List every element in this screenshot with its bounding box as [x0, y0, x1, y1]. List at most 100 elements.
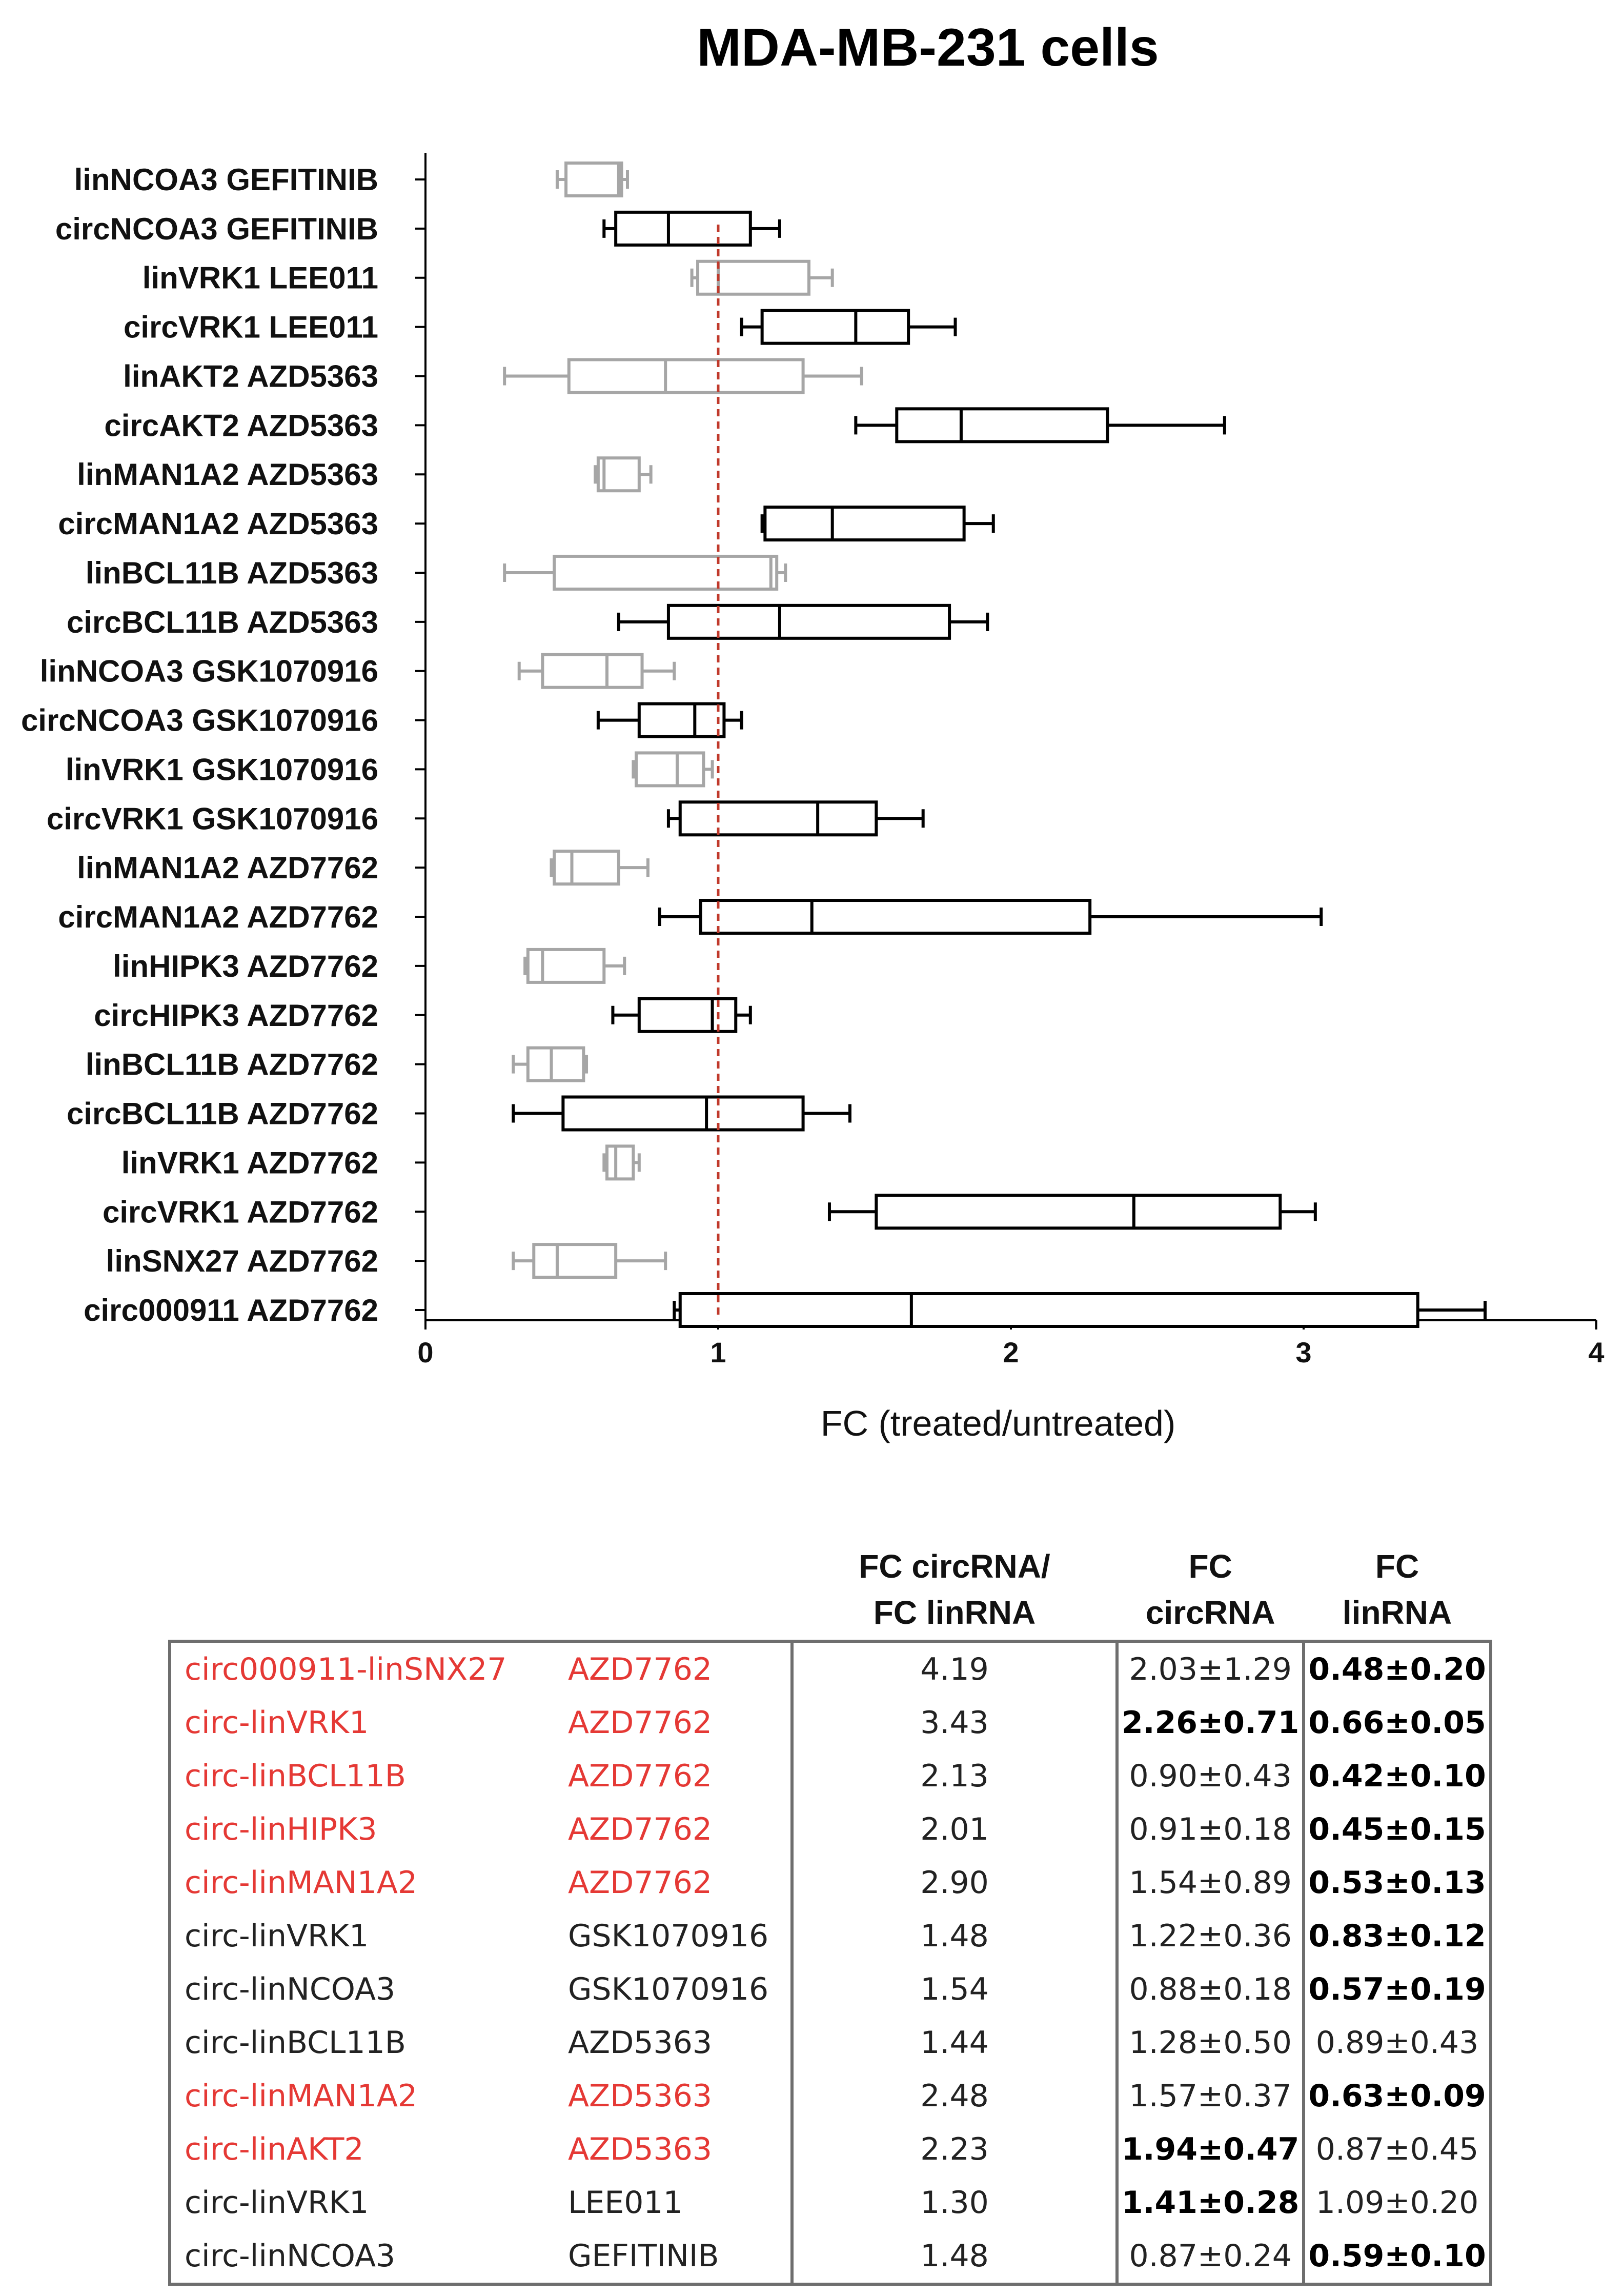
box [875, 1194, 1282, 1230]
category-label: circBCL11B AZD7762 [67, 1097, 378, 1131]
circ-fc-cell: 1.22±0.36 [1117, 1909, 1306, 1963]
ratio-cell: 1.48 [790, 2229, 1119, 2286]
pair-cell: circ-linMAN1A2 [168, 1856, 561, 1909]
table-row: circ-linVRK1 AZD7762 3.43 2.26±0.71 0.66±0.0… [168, 1696, 1492, 1749]
header-circ: FC circRNA [1145, 1548, 1275, 1631]
drug-cell: GEFITINIB [561, 2229, 792, 2286]
table-row: circ-linNCOA3 GEFITINIB 1.48 0.87±0.24 0.59±… [168, 2229, 1492, 2286]
pair-cell: circ-linVRK1 [168, 1909, 561, 1963]
circ-fc-cell: 1.94±0.47 [1117, 2123, 1306, 2176]
header-lin: FC linRNA [1342, 1548, 1452, 1631]
summary-table: FC circRNA/FC linRNA FC circRNA FC linRNA … [168, 1543, 1492, 2286]
category-label: circVRK1 LEE011 [124, 310, 378, 345]
box [696, 259, 811, 296]
box [678, 1292, 1419, 1328]
table-row: circ-linVRK1 LEE011 1.30 1.41±0.28 1.09±0.20 [168, 2176, 1492, 2229]
pair-cell: circ-linVRK1 [168, 2176, 561, 2229]
circ-fc-cell: 0.91±0.18 [1117, 1803, 1306, 1856]
category-label: circNCOA3 GEFITINIB [55, 212, 378, 246]
ratio-cell: 2.90 [790, 1856, 1119, 1909]
ratio-cell: 1.48 [790, 1909, 1119, 1963]
drug-cell: GSK1070916 [568, 1918, 769, 1954]
category-label: linBCL11B AZD5363 [86, 556, 378, 590]
ratio-cell: 1.54 [790, 1963, 1119, 2016]
pair-cell: circ-linNCOA3 [168, 1963, 561, 2016]
drug-cell: AZD7762 [568, 1758, 713, 1794]
lin-fc-cell: 0.63±0.09 [1304, 2069, 1492, 2123]
lin-fc-cell: 0.89±0.43 [1304, 2016, 1492, 2069]
box [567, 358, 805, 394]
circ-fc-cell: 1.28±0.50 [1117, 2016, 1306, 2069]
lin-fc-cell: 1.09±0.20 [1304, 2176, 1492, 2229]
ratio-cell: 2.13 [790, 1749, 1119, 1803]
boxplot-chart: MDA-MB-231 cells 0 1 2 3 4 linNCOA3 GEFITINIB… [21, 18, 1605, 1443]
ratio-cell: 2.48 [790, 2069, 1119, 2123]
box [637, 702, 726, 738]
pair-cell: circ-linBCL11B [168, 2016, 561, 2069]
chart-title: MDA-MB-231 cells [697, 18, 1159, 77]
table-row: circ-linNCOA3 GSK1070916 1.54 0.88±0.18 0.57… [168, 1963, 1492, 2016]
drug-cell: LEE011 [568, 2185, 683, 2221]
box [532, 1243, 618, 1279]
lin-fc-cell: 0.45±0.15 [1304, 1803, 1492, 1856]
circ-fc-cell: 0.90±0.43 [1117, 1749, 1306, 1803]
ratio-cell: 4.19 [790, 1640, 1119, 1696]
lin-fc-cell: 0.87±0.45 [1304, 2123, 1492, 2176]
ratio-cell: 2.01 [790, 1803, 1119, 1856]
header-drug [561, 1543, 792, 1641]
table-row: circ000911-linSNX27 AZD7762 4.19 2.03±1.29 0… [168, 1640, 1492, 1696]
drug-cell: AZD7762 [568, 1865, 713, 1901]
box [699, 899, 1092, 935]
table-row: circ-linHIPK3 AZD7762 2.01 0.91±0.18 0.45±0.… [168, 1803, 1492, 1856]
category-label: circHIPK3 AZD7762 [94, 998, 378, 1033]
drug-cell: AZD5363 [568, 2025, 713, 2061]
category-label: linMAN1A2 AZD7762 [77, 851, 378, 885]
circ-fc-cell: 2.03±1.29 [1117, 1640, 1306, 1696]
box [561, 1095, 805, 1132]
category-label: circ000911 AZD7762 [84, 1293, 378, 1327]
ratio-cell: 1.44 [790, 2016, 1119, 2069]
circ-fc-cell: 1.54±0.89 [1117, 1856, 1306, 1909]
lin-fc-cell: 0.59±0.10 [1304, 2229, 1492, 2286]
table-row: circ-linMAN1A2 AZD7762 2.90 1.54±0.89 0.53±0… [168, 1856, 1492, 1909]
table-row: circ-linAKT2 AZD5363 2.23 1.94±0.47 0.87±0.4… [168, 2123, 1492, 2176]
pair-cell: circ-linNCOA3 [168, 2229, 561, 2286]
circ-fc-cell: 2.26±0.71 [1117, 1696, 1306, 1749]
box [895, 407, 1109, 444]
box [666, 603, 951, 640]
x-tick-label: 3 [1295, 1336, 1311, 1368]
table-row: circ-linVRK1 GSK1070916 1.48 1.22±0.36 0.83±… [168, 1909, 1492, 1963]
category-label: circMAN1A2 AZD7762 [58, 900, 378, 934]
box [635, 751, 705, 788]
category-label: linVRK1 LEE011 [143, 261, 378, 295]
drug-cell: AZD7762 [568, 1811, 713, 1847]
category-label: circAKT2 AZD5363 [104, 408, 378, 442]
pair-cell: circ-linHIPK3 [168, 1803, 561, 1856]
box [553, 554, 779, 591]
drug-cell: GSK1070916 [568, 1971, 769, 2007]
table-body: circ000911-linSNX27 AZD7762 4.19 2.03±1.29 0… [168, 1640, 1492, 2286]
category-label: circBCL11B AZD5363 [67, 605, 378, 639]
table-row: circ-linBCL11B AZD5363 1.44 1.28±0.50 0.89±0… [168, 2016, 1492, 2069]
x-tick-label: 1 [710, 1336, 726, 1368]
category-label: linVRK1 AZD7762 [121, 1145, 378, 1180]
drug-cell: AZD7762 [561, 1640, 792, 1696]
x-tick-label: 2 [1003, 1336, 1019, 1368]
lin-fc-cell: 0.83±0.12 [1304, 1909, 1492, 1963]
category-label: circVRK1 AZD7762 [103, 1195, 378, 1229]
box [605, 1144, 635, 1181]
ratio-cell: 3.43 [790, 1696, 1119, 1749]
category-label: linSNX27 AZD7762 [106, 1244, 378, 1278]
table-row: circ-linMAN1A2 AZD5363 2.48 1.57±0.37 0.63±0… [168, 2069, 1492, 2123]
box [678, 800, 878, 837]
box [614, 210, 752, 247]
box [541, 653, 644, 689]
category-label: circNCOA3 GSK1070916 [21, 703, 378, 738]
circ-fc-cell: 0.88±0.18 [1117, 1963, 1306, 2016]
drug-cell: AZD7762 [568, 1705, 713, 1741]
circ-fc-cell: 1.41±0.28 [1117, 2176, 1306, 2229]
category-label: linBCL11B AZD7762 [86, 1048, 378, 1082]
lin-fc-cell: 0.66±0.05 [1304, 1696, 1492, 1749]
ratio-cell: 2.23 [790, 2123, 1119, 2176]
plot-area: 0 1 2 3 4 linNCOA3 GEFITINIB circNCOA3 GEFITIN… [21, 153, 1605, 1368]
